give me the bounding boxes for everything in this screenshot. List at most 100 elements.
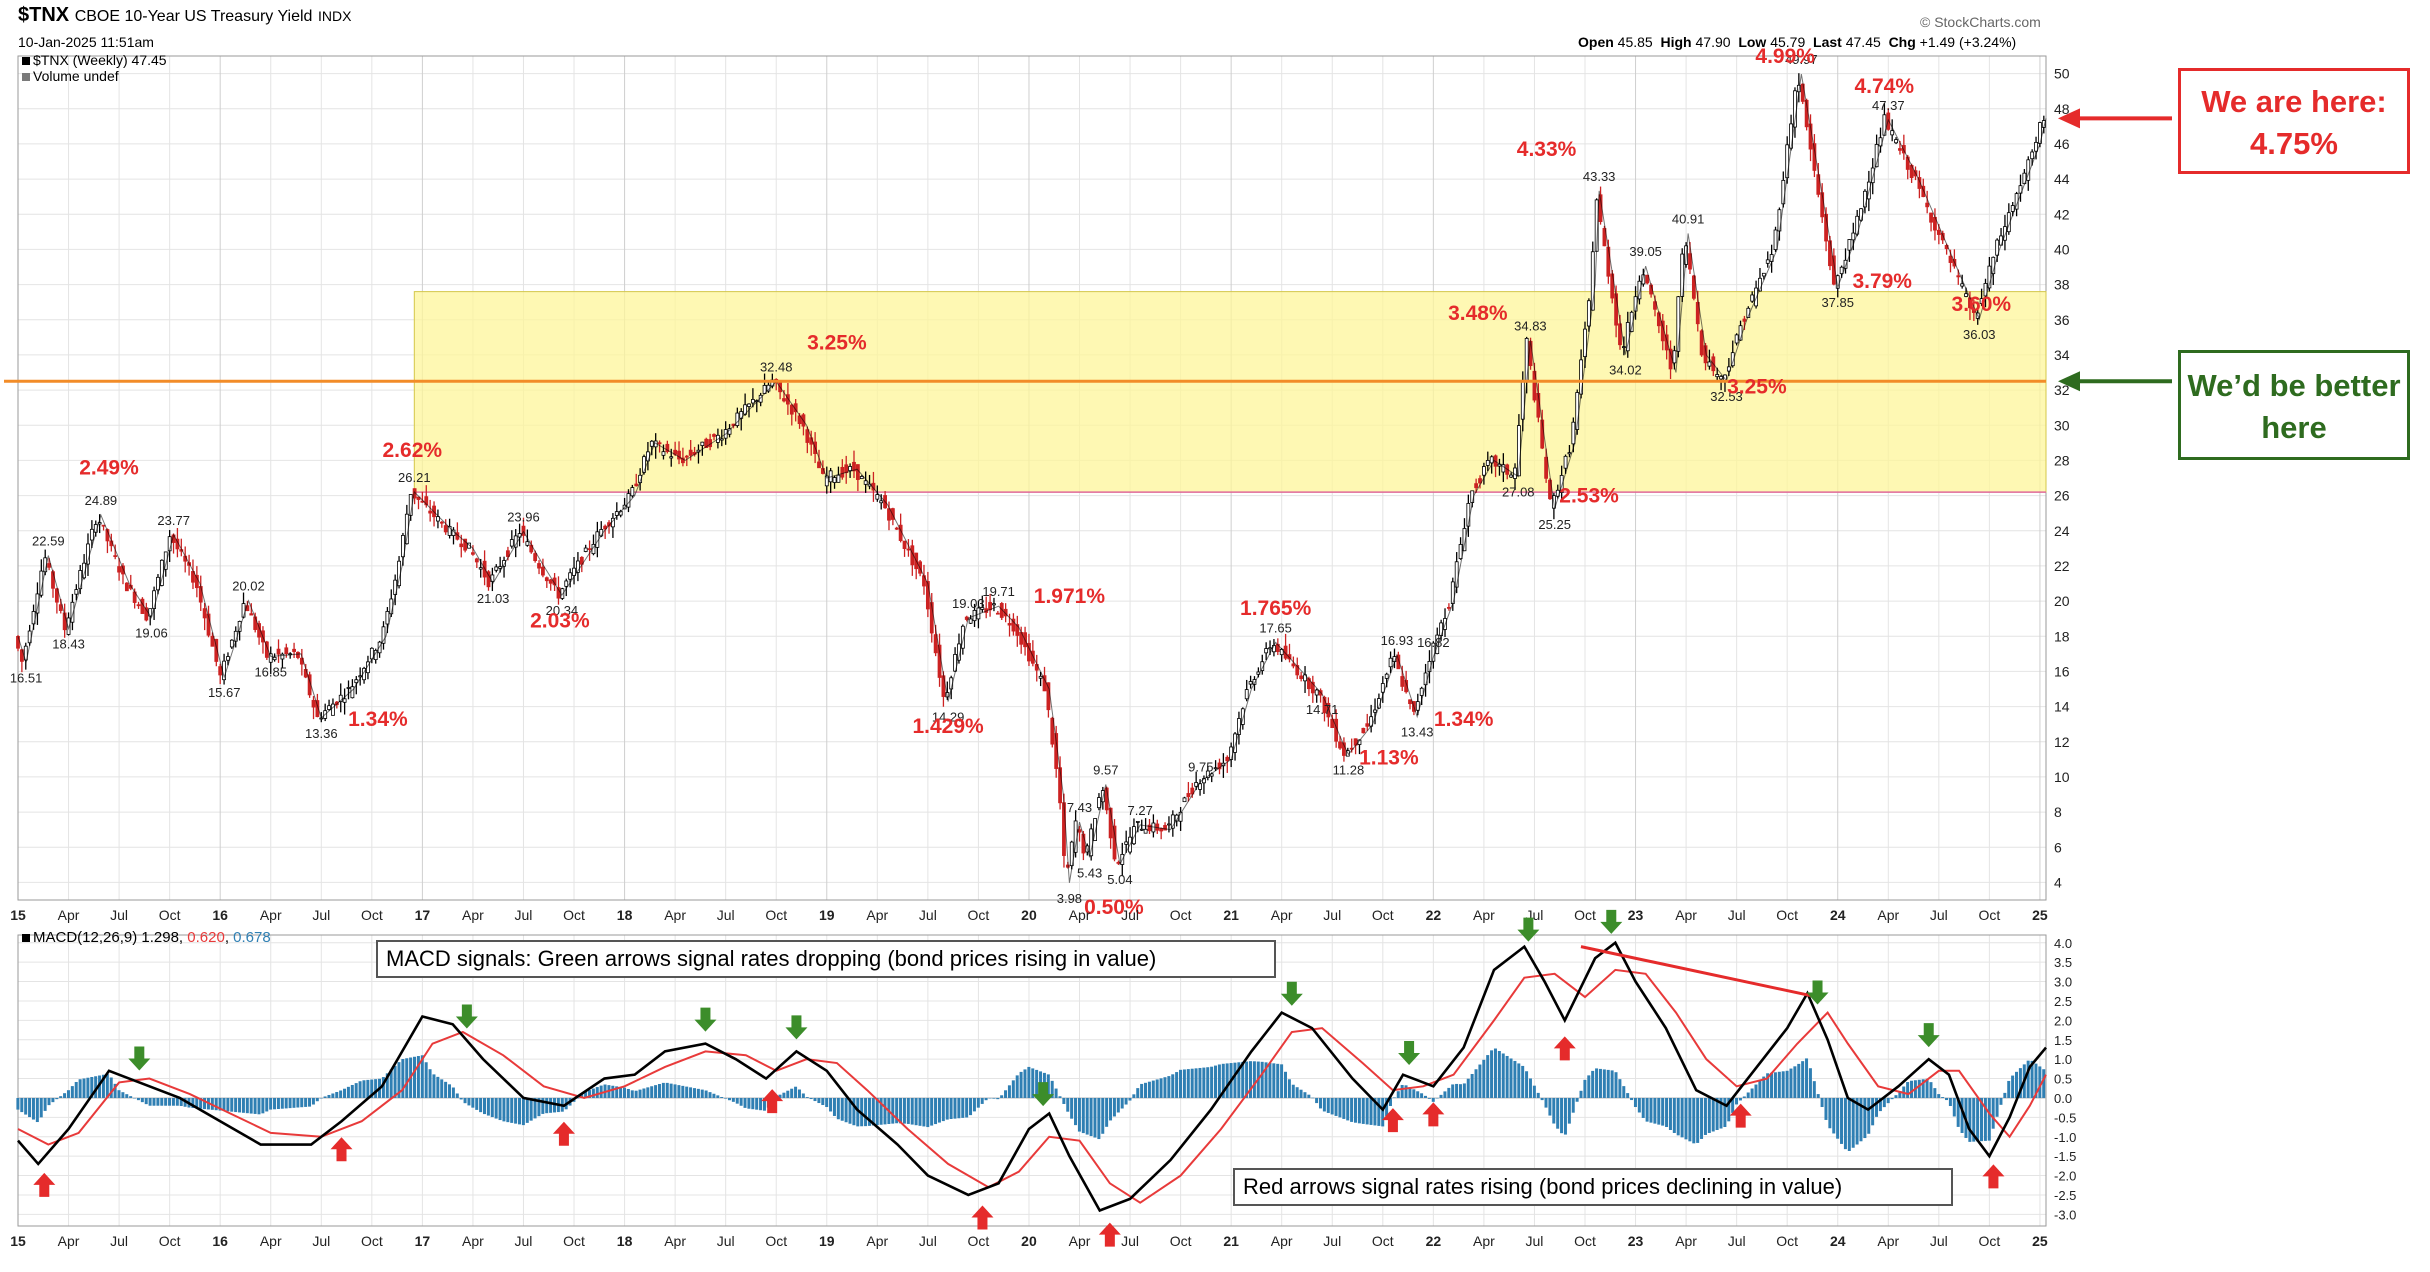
- candle-body: [875, 494, 880, 500]
- macd-histogram-bar: [782, 1092, 786, 1098]
- price-x-tick: Jul: [1121, 907, 1139, 923]
- macd-histogram-bar: [335, 1091, 339, 1098]
- candle-body: [863, 480, 868, 485]
- candle-body: [338, 694, 343, 702]
- price-y-tick: 46: [2054, 136, 2070, 152]
- macd-histogram-bar: [1427, 1097, 1431, 1099]
- macd-x-tick: 19: [819, 1233, 835, 1249]
- macd-histogram-bar: [1493, 1048, 1497, 1098]
- macd-y-tick: -2.5: [2054, 1188, 2076, 1203]
- macd-histogram-bar: [1260, 1061, 1264, 1098]
- price-y-tick: 44: [2054, 171, 2070, 187]
- macd-histogram-bar: [413, 1056, 417, 1098]
- percent-annotation: 4.74%: [1854, 75, 1914, 98]
- price-label: 47.37: [1872, 98, 1905, 113]
- percent-annotation: 2.62%: [383, 439, 443, 462]
- candle-body: [1264, 648, 1269, 654]
- macd-histogram-bar: [471, 1097, 475, 1108]
- macd-histogram-bar: [510, 1097, 514, 1123]
- price-x-tick: 15: [10, 907, 26, 923]
- candle-body: [1252, 679, 1257, 685]
- candle-body: [1637, 280, 1642, 300]
- macd-histogram-bar: [1598, 1068, 1602, 1098]
- macd-histogram-bar: [1280, 1064, 1284, 1098]
- macd-histogram-bar: [1898, 1090, 1902, 1098]
- price-label: 3.98: [1057, 891, 1082, 906]
- macd-histogram-bar: [657, 1084, 661, 1098]
- macd-histogram-bar: [1151, 1080, 1155, 1098]
- series-legend: $TNX (Weekly) 47.45: [22, 52, 167, 68]
- candle-body: [1485, 460, 1490, 466]
- macd-y-axis: -3.0 -2.5 -2.0 -1.5 -1.0 -0.5 0.0 0.5 1.0 1.5 2.0 2…: [2054, 936, 2076, 1223]
- macd-histogram-bar: [1723, 1097, 1727, 1128]
- candle-body: [1567, 452, 1572, 455]
- macd-histogram-bar: [467, 1097, 471, 1106]
- macd-histogram-bar: [817, 1097, 821, 1104]
- price-y-tick: 24: [2054, 523, 2070, 539]
- price-label: 26.21: [398, 470, 431, 485]
- macd-histogram-bar: [525, 1097, 529, 1123]
- price-label: 19.71: [982, 584, 1015, 599]
- symbol: $TNX: [18, 4, 70, 26]
- candle-body: [1501, 464, 1506, 473]
- macd-histogram-bar: [1287, 1079, 1291, 1098]
- candle-body: [1396, 654, 1401, 670]
- percent-annotation: 2.49%: [79, 456, 139, 479]
- divergence-line: [1580, 945, 1818, 999]
- candle-body: [1664, 334, 1669, 351]
- macd-histogram-bar: [1283, 1071, 1287, 1098]
- candle-body: [906, 548, 911, 551]
- macd-histogram-bar: [1221, 1063, 1225, 1098]
- macd-histogram-bar: [1155, 1079, 1159, 1098]
- candle-body: [284, 647, 289, 655]
- macd-histogram-bar: [1330, 1097, 1334, 1115]
- macd-histogram-bar: [1719, 1097, 1723, 1129]
- macd-histogram-bar: [327, 1094, 331, 1098]
- macd-histogram-bar: [94, 1076, 98, 1098]
- macd-histogram-bar: [1715, 1097, 1719, 1130]
- macd-histogram-bar: [864, 1097, 868, 1127]
- macd-x-tick: Jul: [1930, 1233, 1948, 1249]
- candle-body: [428, 510, 433, 514]
- macd-histogram-bar: [619, 1086, 623, 1098]
- brand: © StockCharts.com: [1920, 14, 2041, 30]
- macd-histogram-bar: [51, 1097, 55, 1103]
- macd-histogram-bar: [1602, 1069, 1606, 1098]
- macd-histogram-bar: [1929, 1082, 1933, 1098]
- price-label: 36.03: [1963, 327, 1996, 342]
- macd-histogram-bar: [300, 1097, 304, 1108]
- price-x-tick: Oct: [1776, 907, 1798, 923]
- candle-body: [478, 567, 483, 570]
- macd-y-tick: 3.5: [2054, 955, 2072, 970]
- candle-body: [614, 511, 619, 516]
- macd-histogram-bar: [1952, 1097, 1956, 1117]
- macd-histogram-bar: [727, 1097, 731, 1101]
- percent-annotation: 4.33%: [1517, 138, 1577, 161]
- macd-histogram-bar: [1322, 1097, 1326, 1112]
- candle-body: [1415, 701, 1420, 711]
- macd-histogram-bar: [1521, 1065, 1525, 1098]
- macd-histogram-bar: [486, 1097, 490, 1116]
- candle-body: [1097, 797, 1101, 809]
- candle-body: [249, 613, 254, 616]
- macd-histogram-bar: [339, 1090, 343, 1098]
- candle-body: [1742, 318, 1747, 322]
- candle-body: [117, 566, 121, 573]
- red-arrow: [761, 1089, 784, 1114]
- price-y-tick: 6: [2054, 839, 2062, 855]
- macd-histogram-bar: [1245, 1061, 1249, 1098]
- candle-body: [1843, 259, 1848, 269]
- candle-body: [1761, 272, 1766, 277]
- macd-histogram-bar: [1793, 1066, 1797, 1098]
- macd-histogram-bar: [762, 1097, 766, 1111]
- macd-histogram-bar: [280, 1097, 284, 1109]
- macd-histogram-bar: [1595, 1068, 1599, 1098]
- candle-body: [704, 438, 709, 448]
- price-x-tick: Oct: [361, 907, 383, 923]
- macd-histogram-bar: [43, 1097, 47, 1111]
- candle-body: [1563, 455, 1568, 469]
- macd-histogram-bar: [1353, 1097, 1357, 1123]
- macd-histogram-bar: [1291, 1084, 1295, 1098]
- candle-body: [1940, 232, 1945, 241]
- macd-histogram-bar: [125, 1094, 129, 1098]
